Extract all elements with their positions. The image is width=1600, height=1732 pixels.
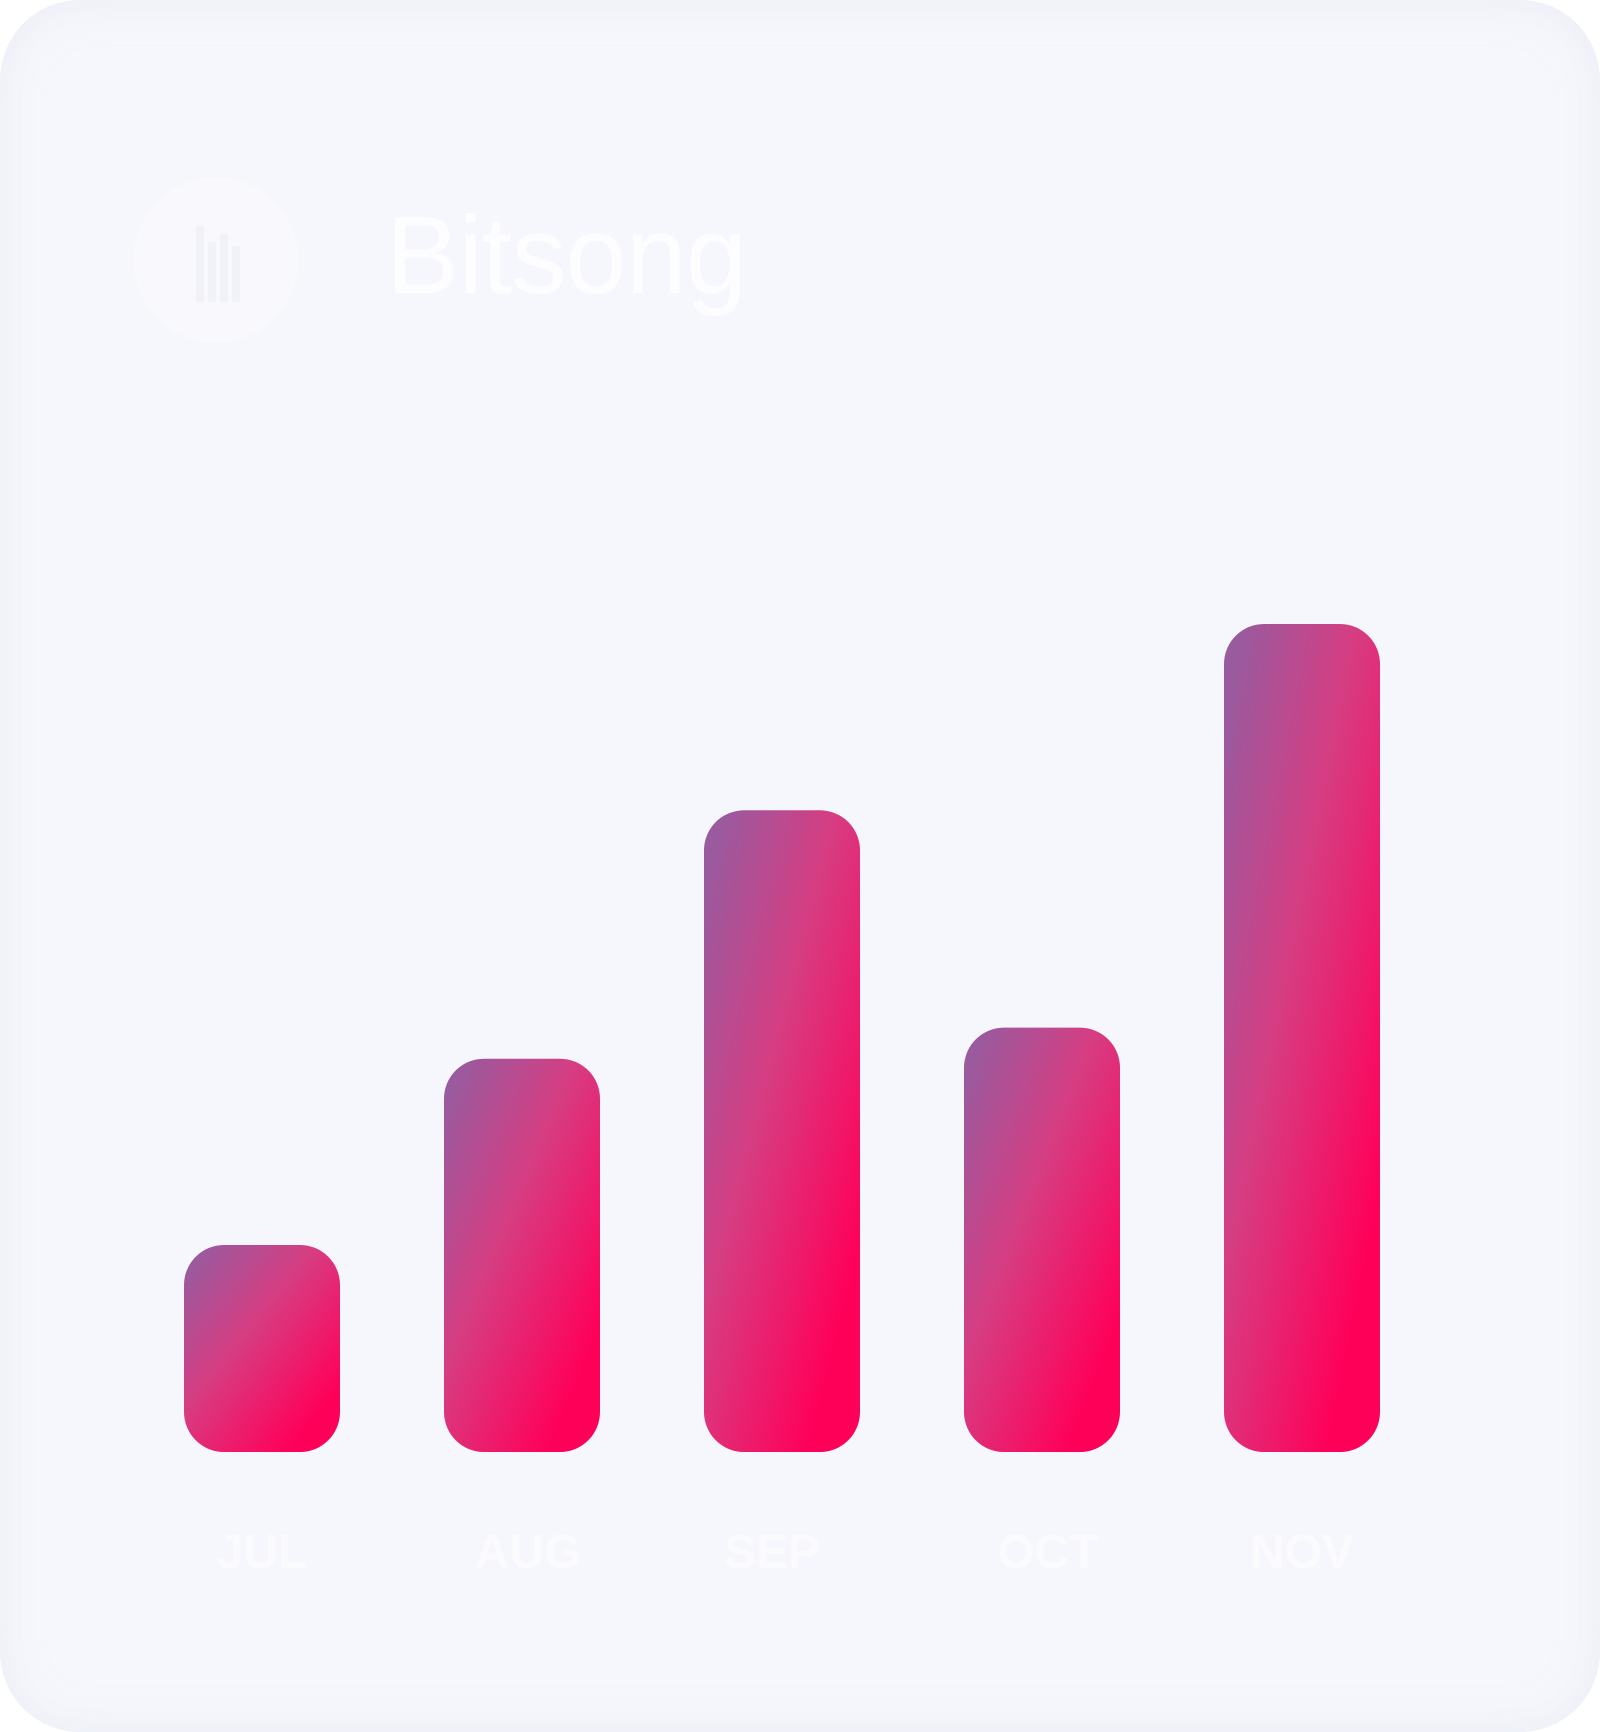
bar-oct <box>964 1027 1120 1452</box>
bar-aug <box>444 1058 600 1452</box>
brand-title: Bitsong <box>386 194 747 317</box>
bitsong-logo-icon <box>136 180 296 340</box>
bar-jul <box>184 1245 340 1452</box>
x-tick-label-sep: SEP <box>724 1526 820 1579</box>
x-axis-labels: JUL AUG SEP OCT NOV <box>217 1526 1354 1579</box>
x-tick-label-aug: AUG <box>475 1526 582 1579</box>
x-tick-label-oct: OCT <box>997 1526 1098 1579</box>
x-tick-label-nov: NOV <box>1250 1526 1354 1579</box>
bar-sep <box>704 810 860 1452</box>
x-tick-label-jul: JUL <box>217 1526 308 1579</box>
bar-nov <box>1224 624 1380 1452</box>
bars-glyph-icon <box>196 226 240 302</box>
bars-layer <box>184 624 1380 1452</box>
